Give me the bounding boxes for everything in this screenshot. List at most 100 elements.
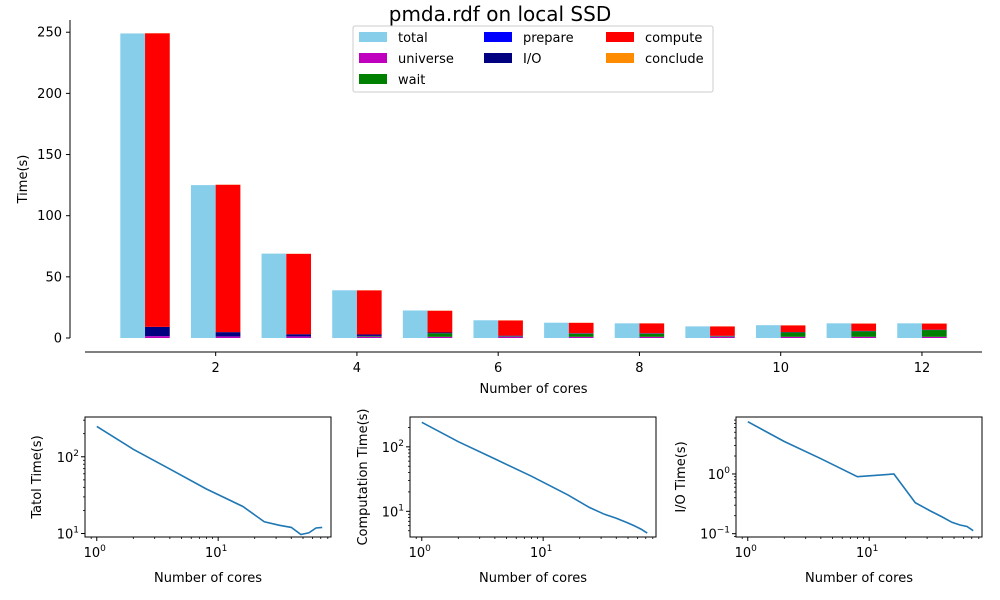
y-tick-label: 101 xyxy=(382,503,404,520)
x-tick-label-6: 6 xyxy=(494,361,502,376)
bar-universe-2 xyxy=(215,336,241,338)
bar-total-8 xyxy=(614,323,640,338)
y-axis-label: I/O Time(s) xyxy=(674,441,689,512)
figure-title: pmda.rdf on local SSD xyxy=(389,2,611,26)
y-tick-label-200: 200 xyxy=(37,87,62,102)
legend-swatch-wait xyxy=(359,74,387,84)
bar-total-6 xyxy=(473,320,499,338)
y-tick-label-0: 0 xyxy=(54,332,62,347)
bar-total-7 xyxy=(544,322,569,338)
bar-compute-10 xyxy=(780,325,806,333)
legend-swatch-universe xyxy=(359,53,387,63)
legend-swatch-compute xyxy=(606,32,634,42)
bar-total-9 xyxy=(685,326,711,338)
y-tick-label-50: 50 xyxy=(45,270,62,285)
bar-universe-10 xyxy=(780,336,806,338)
plot-frame xyxy=(409,416,657,538)
bar-compute-6 xyxy=(498,320,523,336)
bar-wait-11 xyxy=(851,331,877,337)
bar-io-5 xyxy=(427,332,453,334)
bar-compute-9 xyxy=(710,326,735,336)
bar-universe-5 xyxy=(427,336,453,338)
x-axis-label: Number of cores xyxy=(480,382,588,397)
bar-total-2 xyxy=(190,185,216,338)
y-tick-label: 10−1 xyxy=(700,526,730,543)
bar-universe-11 xyxy=(851,336,877,338)
legend-frame xyxy=(352,25,714,93)
x-axis-label: Number of cores xyxy=(479,571,587,586)
y-tick-label: 102 xyxy=(57,449,79,466)
legend-label-compute: compute xyxy=(645,31,702,46)
bar-universe-6 xyxy=(498,336,523,338)
series-line xyxy=(421,421,648,534)
x-tick-label: 101 xyxy=(205,544,227,561)
y-tick-label: 102 xyxy=(382,439,404,456)
computation-time-log-chart: 100 101 101 102 Number of cores Computation T… xyxy=(356,408,657,586)
legend-swatch-conclude xyxy=(606,53,634,63)
bar-compute-4 xyxy=(356,290,382,335)
y-tick-label: 101 xyxy=(57,525,79,542)
legend-label-prepare: prepare xyxy=(523,31,574,46)
plot-frame xyxy=(84,416,332,538)
bar-total-5 xyxy=(402,310,428,338)
bar-total-11 xyxy=(826,323,852,338)
bar-universe-1 xyxy=(145,336,170,338)
bar-universe-12 xyxy=(921,336,947,338)
bar-universe-8 xyxy=(639,336,665,338)
y-axis-label: Computation Time(s) xyxy=(356,408,371,545)
x-tick-label-8: 8 xyxy=(635,361,643,376)
main-bar-chart: 0 50 100 150 200 250 2 4 6 8 10 12 Number of cores Ti… xyxy=(16,20,982,397)
bar-total-10 xyxy=(755,325,781,338)
bar-compute-2 xyxy=(215,184,241,333)
bar-total-4 xyxy=(332,290,357,338)
bar-wait-10 xyxy=(780,332,806,337)
io-time-log-chart: 100 101 10−1 100 Number of cores I/O Time(s) xyxy=(674,416,983,586)
x-tick-label: 100 xyxy=(84,544,107,561)
series-line xyxy=(96,425,323,536)
legend-swatch-io xyxy=(484,53,512,63)
bar-io-6 xyxy=(498,335,523,337)
bar-universe-7 xyxy=(568,336,594,338)
x-tick-label-10: 10 xyxy=(772,361,789,376)
bar-total-12 xyxy=(897,323,922,338)
bar-wait-4 xyxy=(356,336,382,337)
total-time-log-chart: 100 101 101 102 Number of cores Tatol Time(s) xyxy=(30,416,332,586)
bar-universe-9 xyxy=(710,336,735,338)
bar-io-4 xyxy=(356,334,382,336)
x-tick-label-2: 2 xyxy=(212,361,220,376)
y-tick-label: 100 xyxy=(708,466,731,483)
bar-universe-3 xyxy=(286,336,312,338)
legend: total universe wait prepare I/O compute conclu… xyxy=(352,25,714,93)
legend-label-total: total xyxy=(398,31,428,46)
legend-swatch-total xyxy=(359,32,387,42)
x-tick-label: 101 xyxy=(856,544,878,561)
x-tick-label: 101 xyxy=(530,544,552,561)
bar-wait-8 xyxy=(639,333,665,337)
bar-compute-8 xyxy=(639,323,665,334)
y-axis-label: Tatol Time(s) xyxy=(30,435,45,519)
bar-io-3 xyxy=(286,334,312,337)
x-tick-label: 100 xyxy=(735,544,758,561)
y-tick-label-150: 150 xyxy=(37,148,62,163)
x-axis-label: Number of cores xyxy=(805,571,913,586)
x-axis-label: Number of cores xyxy=(154,571,262,586)
y-axis-label: Time(s) xyxy=(16,155,31,205)
x-tick-label: 100 xyxy=(409,544,432,561)
x-tick-label-4: 4 xyxy=(353,361,361,376)
bar-wait-12 xyxy=(921,330,947,337)
y-tick-label-250: 250 xyxy=(37,26,62,41)
bar-compute-12 xyxy=(921,323,947,330)
bar-total-1 xyxy=(120,33,146,338)
bar-compute-7 xyxy=(568,322,594,334)
bar-wait-5 xyxy=(427,333,453,337)
bar-io-2 xyxy=(215,332,241,337)
legend-swatch-prepare xyxy=(484,32,512,42)
y-tick-label-100: 100 xyxy=(37,209,62,224)
bar-total-3 xyxy=(261,253,287,338)
legend-label-wait: wait xyxy=(398,73,425,88)
bar-compute-5 xyxy=(427,310,453,333)
bar-io-1 xyxy=(145,326,170,337)
bar-compute-1 xyxy=(145,33,170,327)
legend-label-conclude: conclude xyxy=(645,52,704,67)
bar-compute-3 xyxy=(286,253,312,335)
